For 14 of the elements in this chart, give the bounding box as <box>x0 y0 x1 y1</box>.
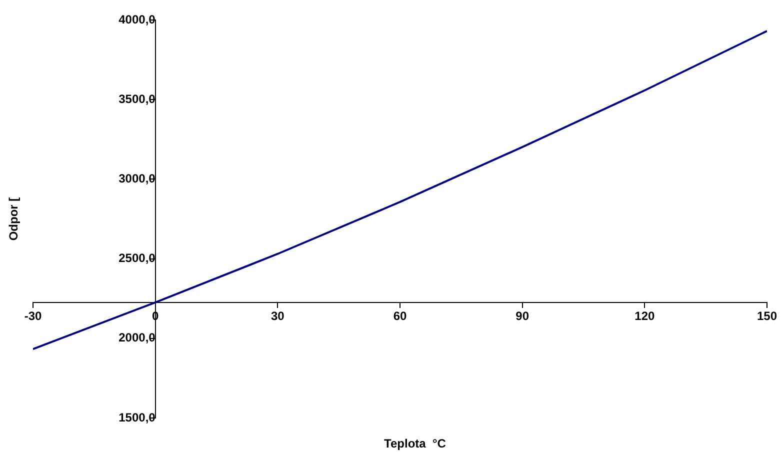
x-axis-title: Teplota °C <box>384 436 446 450</box>
x-tick-label: 60 <box>393 308 407 323</box>
x-tick-label: 150 <box>756 308 778 323</box>
y-tick-label: 3500,0 <box>118 92 156 106</box>
x-tick-label: 90 <box>516 308 530 323</box>
x-tick-label: 30 <box>270 308 285 323</box>
x-tick-label: -30 <box>24 308 42 323</box>
y-tick-label: 2500,0 <box>118 251 156 266</box>
x-tick-label: 120 <box>634 308 655 323</box>
y-tick-label: 2000,0 <box>118 330 156 345</box>
y-axis-title: Odpor [ <box>6 197 20 241</box>
y-tick-label: 1500,0 <box>118 410 156 424</box>
y-tick-label: 4000,0 <box>118 12 156 26</box>
y-tick-label: 3000,0 <box>118 172 156 186</box>
